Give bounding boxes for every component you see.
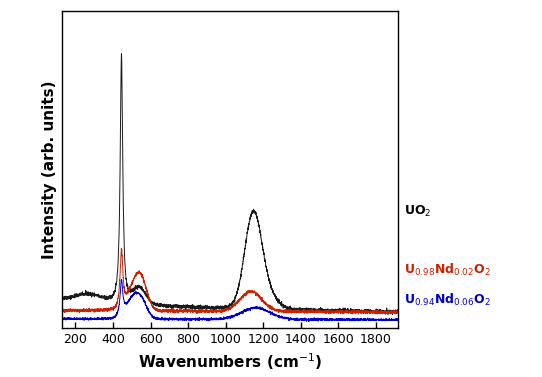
X-axis label: Wavenumbers (cm$^{-1}$): Wavenumbers (cm$^{-1}$): [138, 351, 322, 372]
Text: U$_{0.94}$Nd$_{0.06}$O$_2$: U$_{0.94}$Nd$_{0.06}$O$_2$: [404, 292, 491, 308]
Text: UO$_2$: UO$_2$: [404, 204, 431, 219]
Y-axis label: Intensity (arb. units): Intensity (arb. units): [42, 80, 57, 259]
Text: U$_{0.98}$Nd$_{0.02}$O$_2$: U$_{0.98}$Nd$_{0.02}$O$_2$: [404, 262, 491, 277]
